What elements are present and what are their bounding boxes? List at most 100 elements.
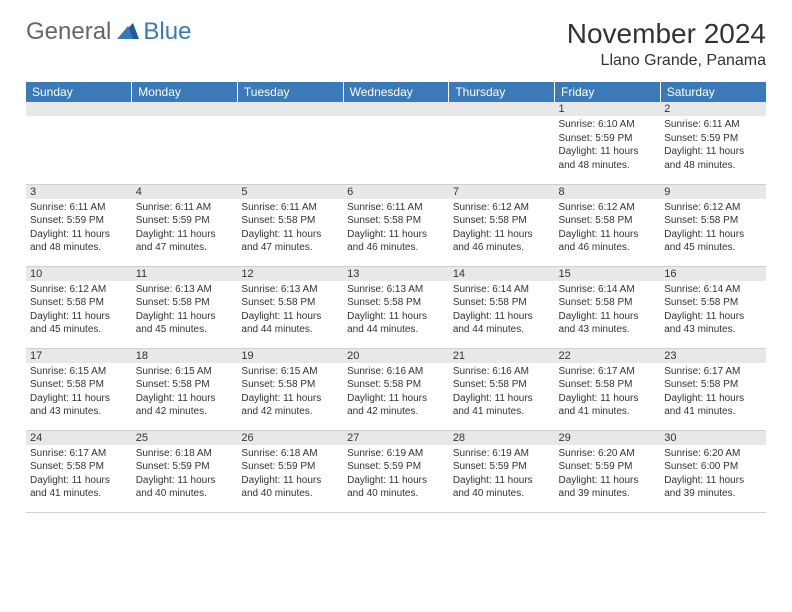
day-number: 5 — [237, 185, 343, 199]
day-details: Sunrise: 6:19 AMSunset: 5:59 PMDaylight:… — [347, 447, 445, 501]
day-cell: 15Sunrise: 6:14 AMSunset: 5:58 PMDayligh… — [555, 266, 661, 348]
logo-word1: General — [26, 18, 111, 46]
day-cell: 4 Sunrise: 6:11 AMSunset: 5:59 PMDaylight… — [132, 184, 238, 266]
calendar-row: 10 Sunrise: 6:12 AMSunset: 5:58 PMDayligh… — [26, 266, 766, 348]
day-number: 26 — [237, 431, 343, 445]
day-number: 19 — [237, 349, 343, 363]
day-number: 22 — [555, 349, 661, 363]
calendar-row: 3 Sunrise: 6:11 AMSunset: 5:59 PMDaylight… — [26, 184, 766, 266]
day-number: 1 — [555, 102, 661, 116]
day-cell: 28Sunrise: 6:19 AMSunset: 5:59 PMDayligh… — [449, 430, 555, 512]
day-cell: 27 Sunrise: 6:19 AMSunset: 5:59 PMDayligh… — [343, 430, 449, 512]
empty-cell — [449, 102, 555, 184]
day-cell: 30 Sunrise: 6:20 AMSunset: 6:00 PMDayligh… — [660, 430, 766, 512]
day-cell: 7 Sunrise: 6:12 AMSunset: 5:58 PMDaylight… — [449, 184, 555, 266]
day-cell: 5 Sunrise: 6:11 AMSunset: 5:58 PMDaylight… — [237, 184, 343, 266]
day-number: 15 — [555, 267, 661, 281]
month-title: November 2024 — [567, 18, 766, 50]
weekday-header: Thursday — [449, 82, 555, 102]
weekday-header: Monday — [132, 82, 238, 102]
day-cell: 19 Sunrise: 6:15 AMSunset: 5:58 PMDayligh… — [237, 348, 343, 430]
day-details: Sunrise: 6:16 AMSunset: 5:58 PMDaylight:… — [347, 365, 445, 419]
day-details: Sunrise: 6:14 AMSunset: 5:58 PMDaylight:… — [453, 283, 551, 337]
day-cell: 29Sunrise: 6:20 AMSunset: 5:59 PMDayligh… — [555, 430, 661, 512]
day-details: Sunrise: 6:14 AMSunset: 5:58 PMDaylight:… — [664, 283, 762, 337]
weekday-header: Tuesday — [237, 82, 343, 102]
day-number: 7 — [449, 185, 555, 199]
day-cell: 3 Sunrise: 6:11 AMSunset: 5:59 PMDaylight… — [26, 184, 132, 266]
day-details: Sunrise: 6:13 AMSunset: 5:58 PMDaylight:… — [347, 283, 445, 337]
day-details: Sunrise: 6:12 AMSunset: 5:58 PMDaylight:… — [664, 201, 762, 255]
empty-cell — [132, 102, 238, 184]
day-details: Sunrise: 6:15 AMSunset: 5:58 PMDaylight:… — [136, 365, 234, 419]
empty-cell — [26, 102, 132, 184]
day-number: 11 — [132, 267, 238, 281]
day-number: 30 — [660, 431, 766, 445]
day-details: Sunrise: 6:15 AMSunset: 5:58 PMDaylight:… — [241, 365, 339, 419]
title-block: November 2024 Llano Grande, Panama — [567, 18, 766, 70]
day-details: Sunrise: 6:20 AMSunset: 5:59 PMDaylight:… — [559, 447, 657, 501]
calendar-row: 17 Sunrise: 6:15 AMSunset: 5:58 PMDayligh… — [26, 348, 766, 430]
day-number: 23 — [660, 349, 766, 363]
day-details: Sunrise: 6:11 AMSunset: 5:59 PMDaylight:… — [664, 118, 762, 172]
day-number: 14 — [449, 267, 555, 281]
day-number: 20 — [343, 349, 449, 363]
empty-cell — [237, 102, 343, 184]
day-number: 4 — [132, 185, 238, 199]
day-details: Sunrise: 6:11 AMSunset: 5:58 PMDaylight:… — [241, 201, 339, 255]
day-cell: 10 Sunrise: 6:12 AMSunset: 5:58 PMDayligh… — [26, 266, 132, 348]
day-cell: 2Sunrise: 6:11 AMSunset: 5:59 PMDaylight… — [660, 102, 766, 184]
day-details: Sunrise: 6:11 AMSunset: 5:58 PMDaylight:… — [347, 201, 445, 255]
day-cell: 13 Sunrise: 6:13 AMSunset: 5:58 PMDayligh… — [343, 266, 449, 348]
day-details: Sunrise: 6:17 AMSunset: 5:58 PMDaylight:… — [30, 447, 128, 501]
day-number: 6 — [343, 185, 449, 199]
logo: General Blue — [26, 18, 191, 46]
day-number: 8 — [555, 185, 661, 199]
logo-triangle-icon — [117, 18, 139, 46]
calendar-row: 1Sunrise: 6:10 AMSunset: 5:59 PMDaylight… — [26, 102, 766, 184]
day-details: Sunrise: 6:16 AMSunset: 5:58 PMDaylight:… — [453, 365, 551, 419]
day-cell: 11 Sunrise: 6:13 AMSunset: 5:58 PMDayligh… — [132, 266, 238, 348]
day-number: 24 — [26, 431, 132, 445]
day-number: 16 — [660, 267, 766, 281]
day-number: 9 — [660, 185, 766, 199]
weekday-header-row: SundayMondayTuesdayWednesdayThursdayFrid… — [26, 82, 766, 102]
day-cell: 6 Sunrise: 6:11 AMSunset: 5:58 PMDaylight… — [343, 184, 449, 266]
day-details: Sunrise: 6:12 AMSunset: 5:58 PMDaylight:… — [453, 201, 551, 255]
day-details: Sunrise: 6:18 AMSunset: 5:59 PMDaylight:… — [136, 447, 234, 501]
day-cell: 18 Sunrise: 6:15 AMSunset: 5:58 PMDayligh… — [132, 348, 238, 430]
page-header: General Blue November 2024 Llano Grande,… — [26, 18, 766, 70]
logo-word2: Blue — [143, 18, 191, 46]
day-details: Sunrise: 6:17 AMSunset: 5:58 PMDaylight:… — [664, 365, 762, 419]
day-number: 18 — [132, 349, 238, 363]
day-cell: 9 Sunrise: 6:12 AMSunset: 5:58 PMDaylight… — [660, 184, 766, 266]
day-details: Sunrise: 6:13 AMSunset: 5:58 PMDaylight:… — [136, 283, 234, 337]
day-details: Sunrise: 6:18 AMSunset: 5:59 PMDaylight:… — [241, 447, 339, 501]
day-cell: 22Sunrise: 6:17 AMSunset: 5:58 PMDayligh… — [555, 348, 661, 430]
day-number: 17 — [26, 349, 132, 363]
weekday-header: Saturday — [660, 82, 766, 102]
day-cell: 20 Sunrise: 6:16 AMSunset: 5:58 PMDayligh… — [343, 348, 449, 430]
day-number: 25 — [132, 431, 238, 445]
day-cell: 21Sunrise: 6:16 AMSunset: 5:58 PMDayligh… — [449, 348, 555, 430]
day-details: Sunrise: 6:12 AMSunset: 5:58 PMDaylight:… — [30, 283, 128, 337]
day-cell: 17 Sunrise: 6:15 AMSunset: 5:58 PMDayligh… — [26, 348, 132, 430]
day-details: Sunrise: 6:20 AMSunset: 6:00 PMDaylight:… — [664, 447, 762, 501]
day-cell: 26 Sunrise: 6:18 AMSunset: 5:59 PMDayligh… — [237, 430, 343, 512]
day-cell: 25 Sunrise: 6:18 AMSunset: 5:59 PMDayligh… — [132, 430, 238, 512]
day-number: 27 — [343, 431, 449, 445]
location-title: Llano Grande, Panama — [567, 52, 766, 70]
weekday-header: Wednesday — [343, 82, 449, 102]
day-number: 13 — [343, 267, 449, 281]
day-details: Sunrise: 6:11 AMSunset: 5:59 PMDaylight:… — [136, 201, 234, 255]
empty-cell — [343, 102, 449, 184]
day-details: Sunrise: 6:11 AMSunset: 5:59 PMDaylight:… — [30, 201, 128, 255]
day-number: 3 — [26, 185, 132, 199]
day-cell: 8Sunrise: 6:12 AMSunset: 5:58 PMDaylight… — [555, 184, 661, 266]
day-cell: 12Sunrise: 6:13 AMSunset: 5:58 PMDayligh… — [237, 266, 343, 348]
calendar-row: 24 Sunrise: 6:17 AMSunset: 5:58 PMDayligh… — [26, 430, 766, 512]
day-cell: 24 Sunrise: 6:17 AMSunset: 5:58 PMDayligh… — [26, 430, 132, 512]
day-number: 10 — [26, 267, 132, 281]
weekday-header: Friday — [555, 82, 661, 102]
day-details: Sunrise: 6:15 AMSunset: 5:58 PMDaylight:… — [30, 365, 128, 419]
